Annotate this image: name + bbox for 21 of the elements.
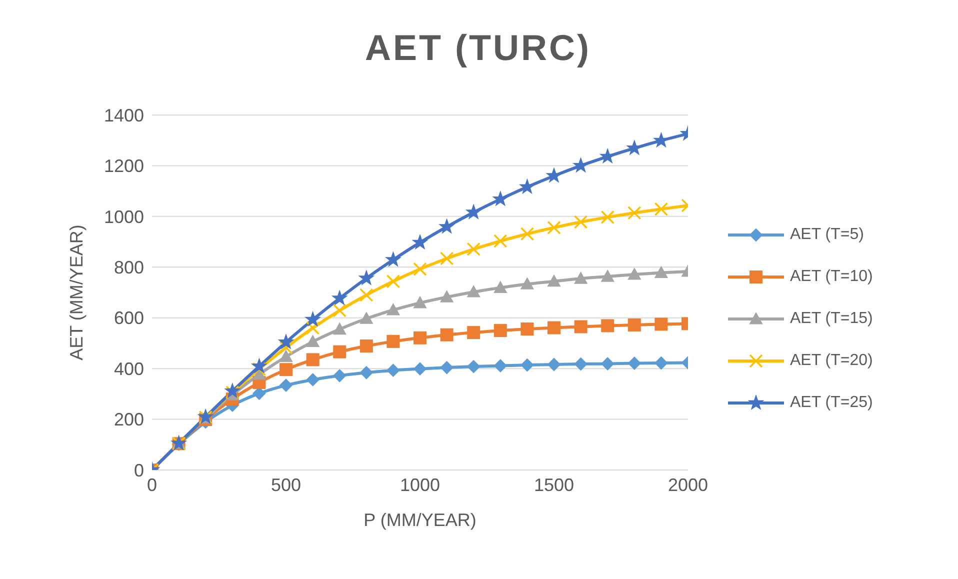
y-tick-label: 400 [114,358,144,379]
legend-label: AET (T=25) [790,394,873,412]
legend-label: AET (T=5) [790,226,864,244]
y-tick-label: 200 [114,410,144,430]
y-tick-label: 600 [114,308,144,328]
legend-label: AET (T=10) [790,268,873,286]
y-axis-title: AET (MM/YEAR) [66,224,86,360]
x-tick-label: 1000 [400,474,440,495]
y-tick-label: 1400 [104,105,144,126]
legend-label: AET (T=20) [790,352,873,370]
x-tick-label: 1500 [534,474,574,495]
y-tick-label: 800 [114,258,144,278]
x-tick-label: 2000 [668,474,708,495]
chart-title: AET (TURC) [364,26,592,70]
y-tick-label: 1000 [104,206,144,227]
x-axis-title: P (MM/YEAR) [364,510,476,530]
x-tick-label: 500 [270,474,302,495]
y-tick-label: 0 [134,460,144,480]
legend-label: AET (T=15) [790,310,873,328]
y-tick-label: 1200 [104,156,144,176]
x-tick-label: 0 [146,474,158,495]
